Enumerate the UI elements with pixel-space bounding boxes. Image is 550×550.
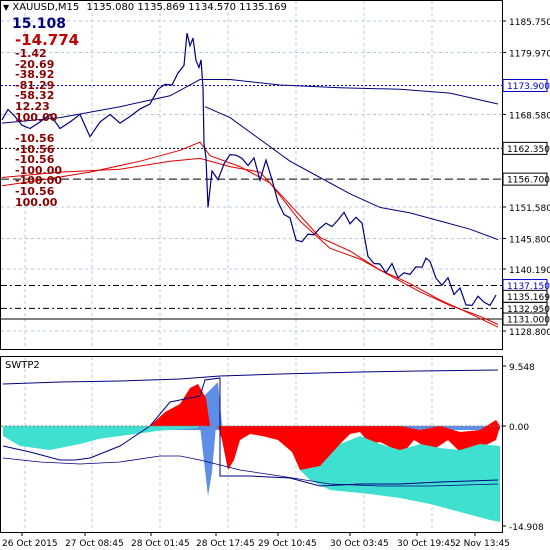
lower-stat-4: -100.00 <box>15 174 63 188</box>
indicator-axis: 9.548 0.00 -14.908 <box>502 363 544 533</box>
price-tag-label-4: 1135.169 <box>507 293 550 303</box>
price-tick-label-4: 1145.800 <box>509 235 550 245</box>
red-stat-1: -1.42 <box>15 47 47 60</box>
lower-stat-1: -10.56 <box>15 142 55 156</box>
red-stat-list: -14.774 -1.42 -20.69 -38.92 -81.29 -58.3… <box>12 32 79 123</box>
price-tick-label-3: 1151.580 <box>509 204 550 214</box>
price-tag-label-0: 1173.900 <box>507 82 550 92</box>
price-tag-label-1: 1162.350 <box>507 145 550 155</box>
time-tick-label-1: 27 Oct 08:45 <box>65 539 124 549</box>
indicator-upper-line <box>2 369 499 385</box>
lower-stat-list: -10.56 -10.56 -10.56 -100.00 -100.00 -10… <box>12 132 63 209</box>
price-axis: 1185.750 1179.970 1168.580 1151.580 1145.800… <box>502 18 550 338</box>
red-stat-0: -14.774 <box>15 31 80 49</box>
swtp2-histogram <box>2 369 500 522</box>
lower-stat-6: 100.00 <box>15 195 58 209</box>
price-tag-label-6: 1131.000 <box>507 316 550 326</box>
indicator-tick-label-2: -14.908 <box>509 523 544 533</box>
price-tick-label-5: 1140.190 <box>509 266 550 276</box>
histogram-positive-band <box>218 420 500 476</box>
dropdown-arrow-icon[interactable]: ▼ <box>3 3 10 12</box>
indicator-tick-label-1: 0.00 <box>509 423 529 433</box>
indicator-lower-line <box>2 455 499 487</box>
time-axis: 26 Oct 2015 27 Oct 08:45 28 Oct 01:45 28 Oc… <box>2 532 510 549</box>
time-tick-label-6: 30 Oct 19:45 <box>397 539 456 549</box>
lower-channel-line <box>1 157 499 328</box>
price-tick-label-0: 1185.750 <box>509 18 550 28</box>
level-lines <box>1 85 502 320</box>
descending-moving-average-line <box>204 106 499 241</box>
red-stat-6: 12.23 <box>15 99 50 113</box>
price-tag-box-0 <box>502 79 548 93</box>
price-tag-box-1 <box>502 141 548 155</box>
red-stat-7: 100.00 <box>15 110 58 124</box>
indicator-title: SWTP2 <box>5 360 40 371</box>
ohlc-close: 1135.169 <box>239 2 287 13</box>
time-tick-label-7: 2 Nov 13:45 <box>455 539 510 549</box>
ohlc-low: 1134.570 <box>188 2 236 13</box>
upper-moving-average-line <box>1 79 499 124</box>
histogram-negative-right <box>290 436 500 522</box>
red-stat-4: -81.29 <box>15 78 55 92</box>
price-tag-box-2 <box>502 172 548 186</box>
time-tick-label-2: 28 Oct 01:45 <box>131 539 190 549</box>
price-tick-label-2: 1168.580 <box>509 111 550 121</box>
histogram-positive-spike <box>150 384 210 426</box>
price-tags: 1173.900 1162.350 1156.700 1137.1501135.169… <box>502 79 550 326</box>
price-tag-box-6 <box>502 312 548 326</box>
red-stat-5: -58.32 <box>15 89 55 103</box>
price-tick-label-6: 1128.800 <box>509 328 550 338</box>
symbol-label: XAUUSD,M15 <box>12 2 80 13</box>
price-tag-label-3: 1137.150 <box>507 282 550 292</box>
price-line <box>1 33 497 307</box>
histogram-negative-spike <box>200 426 216 496</box>
lower-stat-0: -10.56 <box>15 132 55 145</box>
price-tick-label-1: 1179.970 <box>509 49 550 59</box>
symbol-header: ▼ XAUUSD,M15 1135.080 1135.869 1134.570 … <box>3 2 287 13</box>
ohlc-open: 1135.080 <box>86 2 135 13</box>
main-stat-value: 15.108 <box>12 16 67 32</box>
lower-stat-2: -10.56 <box>15 153 55 167</box>
time-tick-label-4: 29 Oct 10:45 <box>258 539 317 549</box>
indicator-tick-label-0: 9.548 <box>509 363 535 373</box>
price-tag-label-5: 1132.950 <box>507 305 550 315</box>
time-tick-label-0: 26 Oct 2015 <box>2 539 58 549</box>
red-stat-3: -38.92 <box>15 68 55 82</box>
lower-stat-3: -100.00 <box>15 163 63 177</box>
indicator-signal-line <box>2 377 499 487</box>
red-stat-2: -20.69 <box>15 57 55 71</box>
ohlc-high: 1135.869 <box>137 2 186 13</box>
time-tick-label-3: 28 Oct 17:45 <box>196 539 255 549</box>
lower-stat-5: -10.56 <box>15 184 55 198</box>
time-tick-label-5: 30 Oct 03:45 <box>330 539 389 549</box>
price-tag-label-2: 1156.700 <box>507 176 550 186</box>
